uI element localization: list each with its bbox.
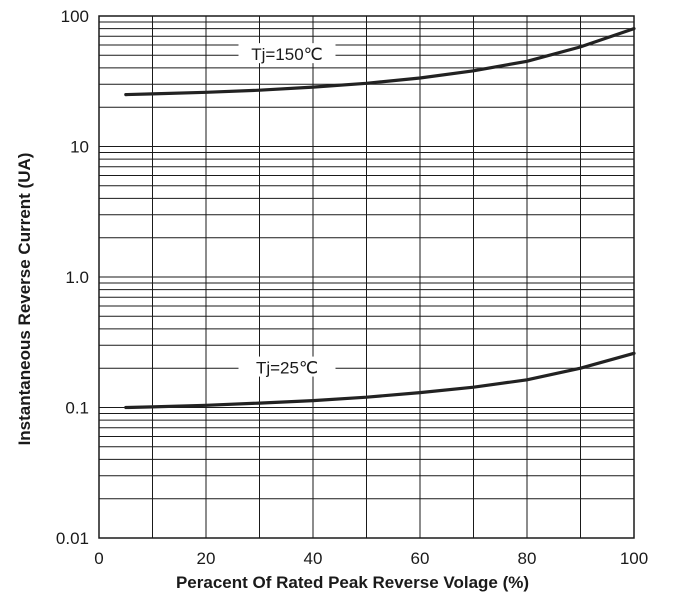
- series-label: Tj=25℃: [256, 359, 318, 378]
- series-line: [124, 27, 636, 97]
- curves: [124, 27, 636, 410]
- y-tick-label: 1.0: [65, 268, 89, 287]
- x-axis-title: Peracent Of Rated Peak Reverse Volage (%…: [176, 573, 529, 592]
- plot-frame: [98, 15, 635, 539]
- x-tick-label: 80: [518, 549, 537, 568]
- y-tick-label: 0.1: [65, 399, 89, 418]
- curve-labels: Tj=150℃ Tj=25℃: [238, 43, 336, 378]
- x-tick-label: 100: [620, 549, 648, 568]
- x-tick-label: 0: [94, 549, 103, 568]
- y-tick-label: 100: [61, 7, 89, 26]
- series-line: [124, 351, 636, 410]
- y-axis-ticks: 0.01 0.1 1.0 10 100: [56, 7, 89, 548]
- x-tick-label: 40: [304, 549, 323, 568]
- x-axis-ticks: 0 20 40 60 80 100: [94, 549, 648, 568]
- x-tick-label: 60: [411, 549, 430, 568]
- series-label-background: [238, 356, 336, 377]
- series-label-background: [238, 43, 336, 64]
- y-axis-title: Instantaneous Reverse Current (UA): [15, 153, 34, 446]
- grid: [99, 16, 634, 538]
- x-tick-label: 20: [197, 549, 216, 568]
- y-tick-label: 10: [70, 138, 89, 157]
- series-label: Tj=150℃: [251, 45, 323, 64]
- y-tick-label: 0.01: [56, 529, 89, 548]
